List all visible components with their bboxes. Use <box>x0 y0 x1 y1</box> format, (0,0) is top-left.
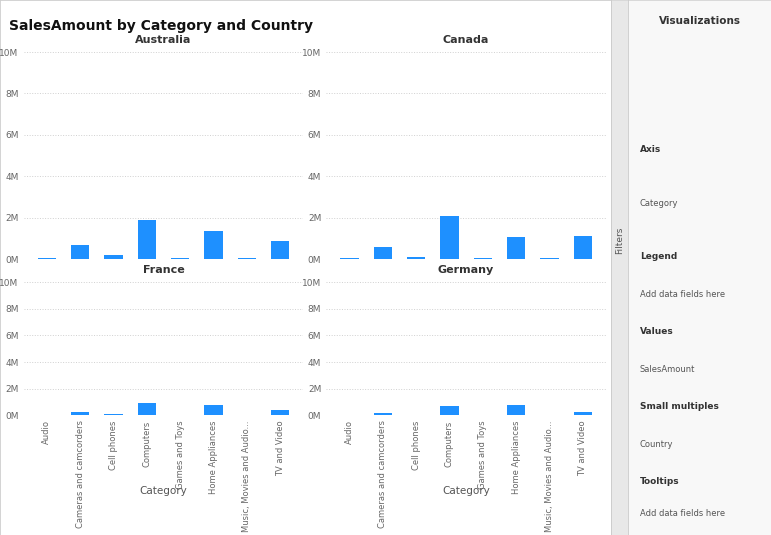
Bar <box>271 241 289 259</box>
Bar <box>574 236 592 259</box>
Bar <box>171 415 190 416</box>
Bar <box>71 244 89 259</box>
Bar <box>473 258 492 259</box>
Text: Small multiples: Small multiples <box>640 402 719 411</box>
Text: Add data fields here: Add data fields here <box>640 509 725 518</box>
Bar <box>407 415 426 416</box>
Text: Filters: Filters <box>615 227 625 255</box>
Bar <box>473 415 492 416</box>
Bar <box>540 258 558 259</box>
Text: France: France <box>143 265 184 275</box>
Bar <box>507 238 525 259</box>
Bar <box>507 405 525 416</box>
Text: Values: Values <box>640 327 674 336</box>
Bar <box>138 403 156 416</box>
Bar <box>271 410 289 416</box>
Text: Visualizations: Visualizations <box>658 16 741 26</box>
Text: Category: Category <box>140 486 187 496</box>
Bar <box>138 220 156 259</box>
Bar <box>104 414 123 416</box>
Text: Germany: Germany <box>438 265 494 275</box>
Bar <box>540 415 558 416</box>
Bar <box>440 216 459 259</box>
Bar <box>38 258 56 259</box>
Bar <box>204 405 223 416</box>
Bar <box>171 258 190 259</box>
Bar <box>71 412 89 416</box>
Bar <box>440 406 459 416</box>
Bar <box>237 415 256 416</box>
Bar <box>340 258 359 259</box>
Text: SalesAmount: SalesAmount <box>640 365 695 373</box>
Bar <box>374 413 392 416</box>
Bar <box>204 231 223 259</box>
Text: Category: Category <box>640 199 678 208</box>
Text: Tooltips: Tooltips <box>640 477 679 486</box>
Text: Add data fields here: Add data fields here <box>640 290 725 299</box>
Bar <box>374 247 392 259</box>
Bar <box>104 255 123 259</box>
Text: Canada: Canada <box>443 35 490 45</box>
Text: SalesAmount by Category and Country: SalesAmount by Category and Country <box>9 19 313 33</box>
Text: Category: Category <box>443 486 490 496</box>
Bar <box>407 257 426 259</box>
Text: Country: Country <box>640 440 673 448</box>
Bar <box>574 412 592 416</box>
Bar <box>237 258 256 259</box>
Bar <box>340 415 359 416</box>
Text: Axis: Axis <box>640 146 661 154</box>
Text: Australia: Australia <box>135 35 192 45</box>
Bar <box>38 415 56 416</box>
Text: Legend: Legend <box>640 253 677 261</box>
